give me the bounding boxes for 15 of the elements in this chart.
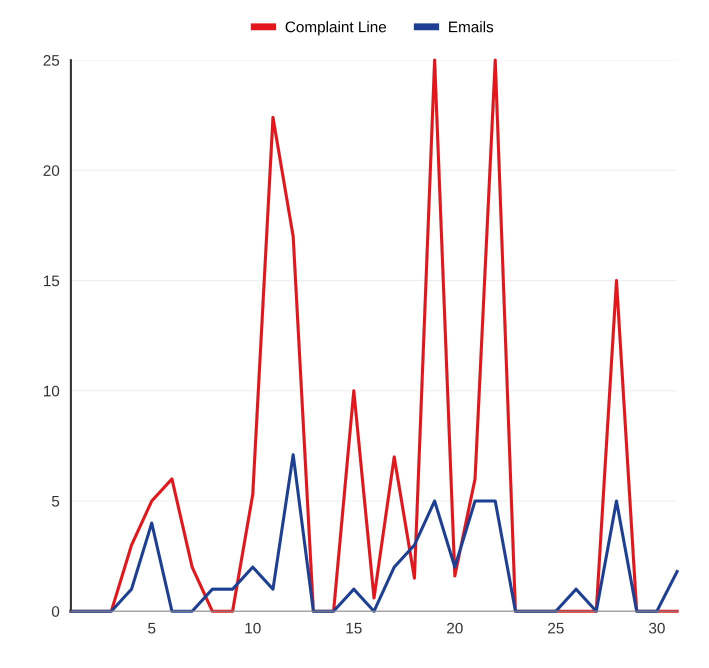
line-series [69,453,679,613]
y-tick-label: 5 [52,496,60,507]
x-tick-label: 25 [548,622,564,634]
y-tick-label: 0 [52,606,60,617]
legend-label: Emails [449,21,494,32]
y-tick-label: 10 [44,386,60,396]
x-tick-label: 30 [648,622,665,634]
x-tick-label: 15 [346,622,362,634]
legend-label: Complaint Line [286,21,386,36]
y-tick-label: 25 [44,54,60,66]
x-tick-label: 20 [447,622,463,634]
x-tick-label: 10 [245,622,261,634]
x-tick-label: 5 [148,622,156,634]
y-tick-label: 20 [44,165,60,176]
y-tick-label: 15 [44,276,60,286]
